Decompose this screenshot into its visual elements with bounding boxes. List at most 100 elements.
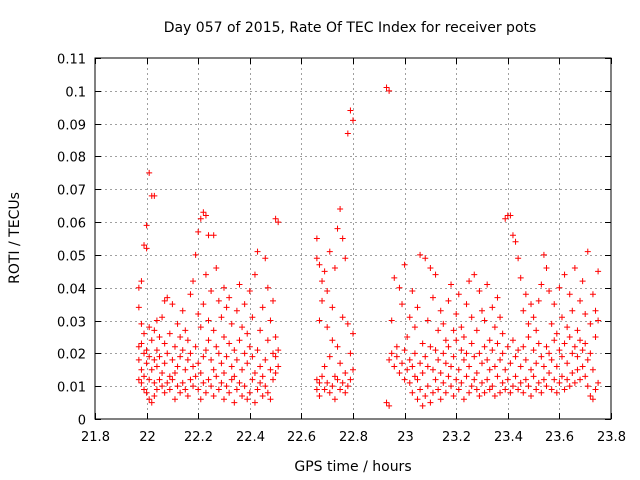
data-point <box>205 232 212 239</box>
data-point <box>153 363 160 370</box>
data-point <box>221 333 227 340</box>
x-tick-label: 23.4 <box>494 430 523 445</box>
data-point <box>543 265 550 272</box>
data-point <box>270 350 277 357</box>
data-point <box>571 379 578 386</box>
data-point <box>391 363 398 370</box>
data-point <box>342 255 349 262</box>
data-point <box>543 343 550 350</box>
data-point <box>187 376 194 383</box>
data-point <box>161 389 168 396</box>
data-point <box>202 271 209 278</box>
data-point <box>236 281 243 288</box>
data-point <box>141 242 148 249</box>
data-point <box>146 169 153 176</box>
data-point <box>476 288 483 295</box>
data-point <box>458 324 465 331</box>
data-point <box>331 265 338 272</box>
data-point <box>143 389 150 396</box>
data-point <box>316 379 323 386</box>
data-point <box>272 353 279 360</box>
data-point <box>197 396 204 403</box>
data-point <box>316 261 323 268</box>
data-point <box>481 317 488 324</box>
data-point <box>148 366 155 373</box>
data-point <box>187 350 194 357</box>
data-point <box>558 373 565 380</box>
data-point <box>520 343 527 350</box>
data-point <box>342 389 349 396</box>
data-point <box>491 324 498 331</box>
data-point <box>440 379 447 386</box>
data-point <box>179 379 186 386</box>
data-point <box>429 294 436 301</box>
data-point <box>427 399 434 406</box>
data-point <box>429 366 436 373</box>
data-point <box>246 343 253 350</box>
data-point <box>393 353 400 360</box>
data-point <box>344 130 351 137</box>
data-point <box>502 386 509 393</box>
data-point <box>146 353 153 360</box>
data-point <box>540 363 547 370</box>
data-point <box>422 255 429 262</box>
data-point <box>484 376 491 383</box>
data-point <box>208 356 215 363</box>
data-point <box>177 389 184 396</box>
data-point <box>587 320 594 327</box>
data-point <box>347 107 354 114</box>
data-point <box>192 251 199 258</box>
y-tick-label: 0.02 <box>57 348 86 363</box>
data-point <box>138 278 145 285</box>
data-point <box>566 383 573 390</box>
data-point <box>569 307 576 314</box>
data-point <box>437 307 444 314</box>
data-point <box>528 393 535 400</box>
data-point <box>321 363 328 370</box>
data-point <box>401 376 408 383</box>
data-point <box>195 310 202 317</box>
data-point <box>466 363 473 370</box>
data-point <box>538 389 545 396</box>
data-point <box>254 248 261 255</box>
data-point <box>138 366 145 373</box>
data-point <box>504 343 511 350</box>
data-point <box>499 330 506 337</box>
data-point <box>419 370 426 377</box>
data-point <box>164 294 171 301</box>
data-point <box>153 347 160 354</box>
data-point <box>460 356 467 363</box>
data-point <box>494 294 501 301</box>
data-point <box>442 337 449 344</box>
data-points <box>135 84 602 409</box>
data-point <box>499 379 506 386</box>
data-point <box>226 389 233 396</box>
data-point <box>159 383 166 390</box>
data-point <box>595 379 602 386</box>
data-point <box>218 314 225 321</box>
data-point <box>499 350 506 357</box>
data-point <box>329 337 336 344</box>
data-point <box>143 360 150 367</box>
data-point <box>522 291 529 298</box>
data-point <box>543 383 550 390</box>
data-point <box>442 360 449 367</box>
data-point <box>267 366 274 373</box>
data-point <box>509 383 516 390</box>
data-point <box>177 353 184 360</box>
data-point <box>233 356 240 363</box>
data-point <box>221 396 227 403</box>
data-point <box>200 379 207 386</box>
data-point <box>429 389 436 396</box>
data-point <box>525 333 532 340</box>
data-point <box>254 347 261 354</box>
data-point <box>558 314 565 321</box>
data-point <box>471 271 478 278</box>
data-point <box>164 379 171 386</box>
data-point <box>535 340 542 347</box>
data-point <box>166 373 173 380</box>
data-point <box>473 386 480 393</box>
data-point <box>484 356 491 363</box>
data-point <box>455 366 462 373</box>
